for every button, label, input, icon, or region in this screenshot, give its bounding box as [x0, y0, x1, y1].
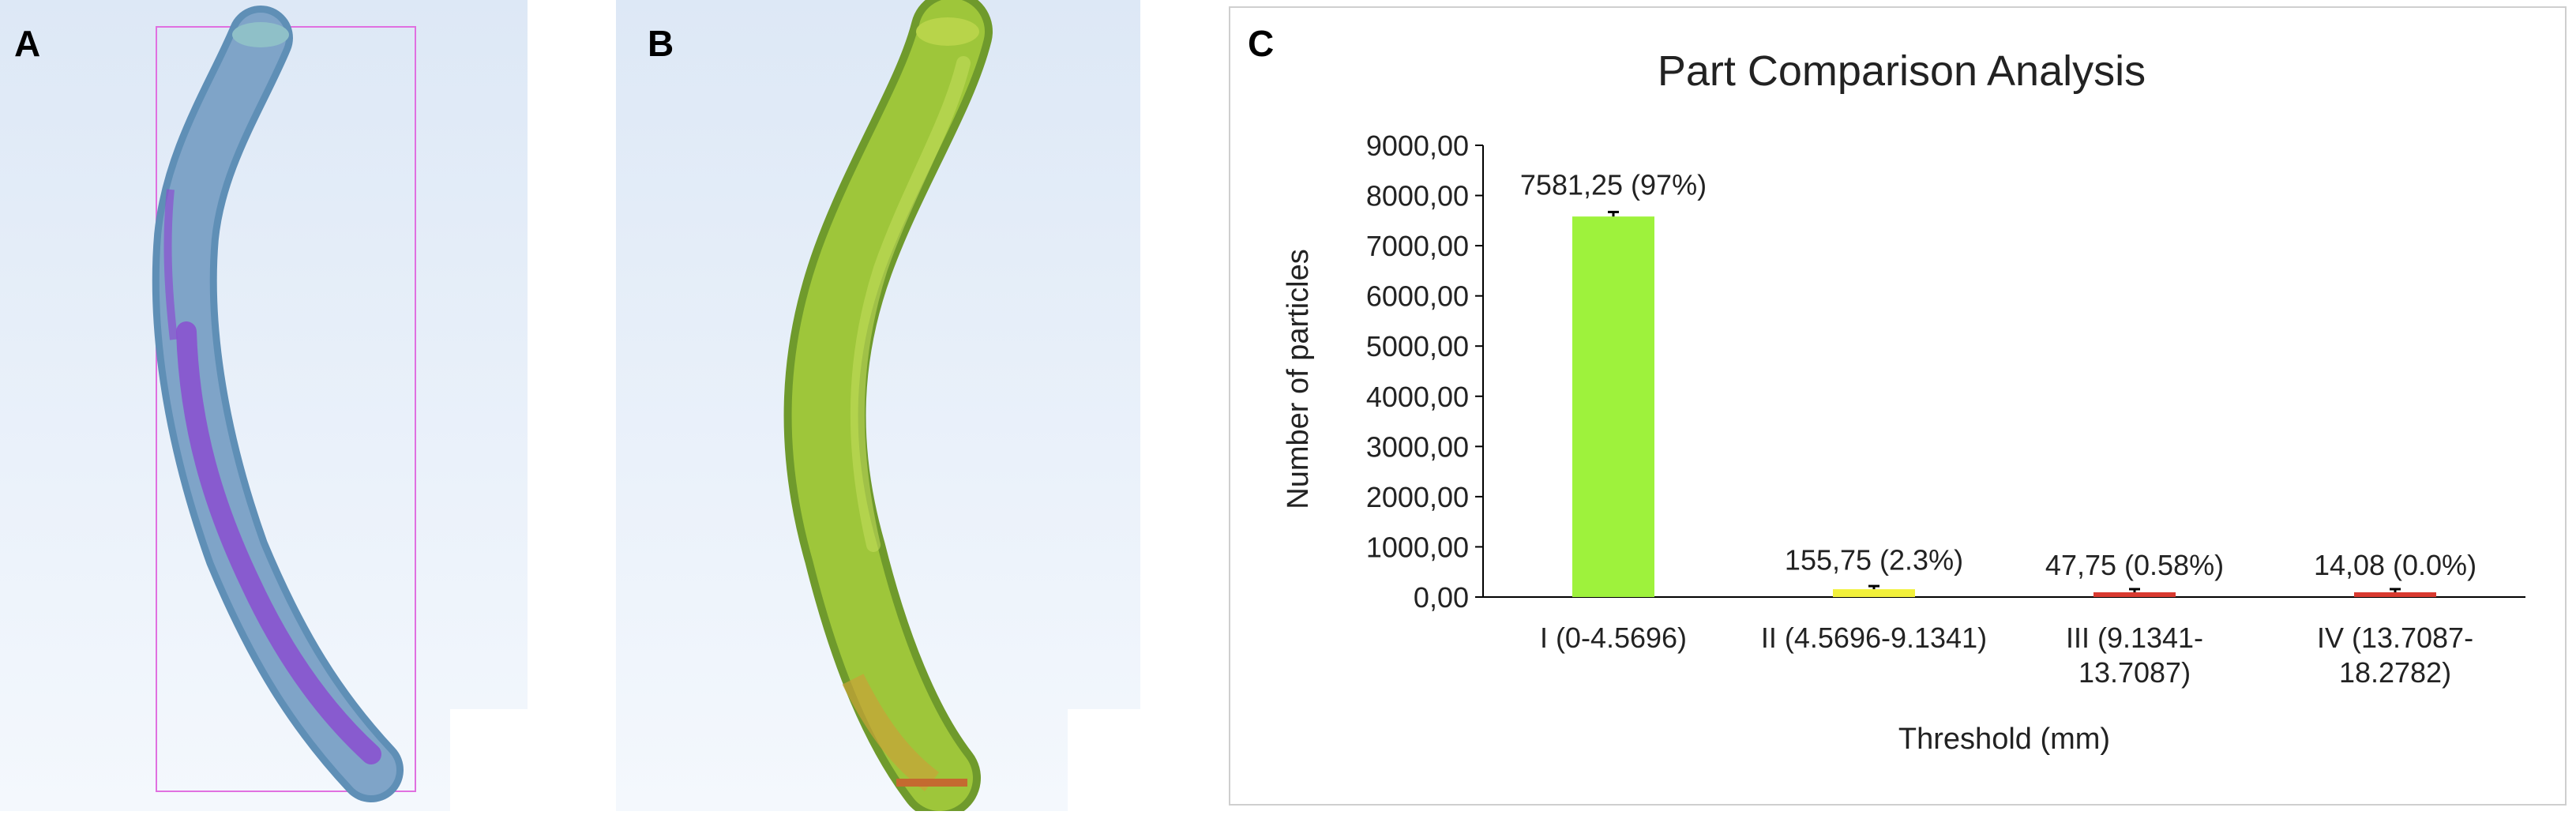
x-tick-label: 18.2782) — [2339, 656, 2451, 689]
data-label: 14,08 (0.0%) — [2314, 549, 2476, 581]
y-tick-label: 2000,00 — [1366, 481, 1469, 513]
vessel-top-opening — [916, 17, 979, 46]
vessel-render-b — [616, 0, 1140, 815]
y-tick-label: 4000,00 — [1366, 381, 1469, 413]
vessel-render-a — [0, 0, 528, 811]
panel-letter-b: B — [648, 23, 674, 64]
x-tick-label: II (4.5696-9.1341) — [1761, 622, 1987, 654]
x-tick-label: I (0-4.5696) — [1540, 622, 1687, 654]
panel-letter-a: A — [14, 23, 41, 64]
panel-b-render: B — [616, 0, 1140, 815]
x-tick-label: III (9.1341- — [2066, 622, 2203, 654]
x-tick-label: IV (13.7087- — [2317, 622, 2473, 654]
vessel-deviation-edge — [163, 189, 178, 340]
vessel-highlight — [850, 56, 971, 552]
panel-letter-c: C — [1248, 23, 1275, 64]
y-ticks: 0,00 1000,00 2000,00 3000,00 4000,00 5000,00 6… — [1366, 130, 1483, 614]
x-tick-label: 13.7087) — [2078, 656, 2191, 689]
vessel-top-opening — [232, 22, 289, 47]
data-label: 47,75 (0.58%) — [2045, 549, 2224, 581]
x-ticks: I (0-4.5696) II (4.5696-9.1341) III (9.134… — [1540, 622, 2473, 689]
vessel-deviation-region — [176, 321, 381, 764]
y-tick-label: 8000,00 — [1366, 180, 1469, 212]
y-axis-label: Number of particles — [1282, 249, 1315, 509]
y-tick-label: 9000,00 — [1366, 130, 1469, 162]
x-axis-label: Threshold (mm) — [1898, 723, 2110, 756]
vessel-body — [791, 0, 985, 811]
y-tick-label: 7000,00 — [1366, 230, 1469, 262]
data-label: 7581,25 (97%) — [1520, 168, 1707, 201]
data-label: 155,75 (2.3%) — [1785, 544, 1963, 577]
panel-a-render: A — [0, 0, 528, 811]
bar — [1833, 589, 1915, 597]
y-tick-label: 1000,00 — [1366, 531, 1469, 563]
vessel-bottom-opening — [896, 779, 967, 787]
render-corner-blank — [450, 709, 528, 811]
y-tick-label: 6000,00 — [1366, 280, 1469, 313]
panel-c-chart: C Part Comparison Analysis Number of par… — [1229, 6, 2567, 806]
render-corner-blank — [1068, 709, 1140, 811]
y-tick-label: 0,00 — [1414, 581, 1469, 614]
y-tick-label: 5000,00 — [1366, 330, 1469, 362]
y-tick-label: 3000,00 — [1366, 430, 1469, 463]
bars: 7581,25 (97%) 155,75 (2.3%) 47,75 (0.58%) 1… — [1520, 168, 2476, 597]
render-background — [0, 0, 528, 811]
bar — [1572, 216, 1654, 597]
bar — [2354, 592, 2436, 597]
bar-chart: Part Comparison Analysis Number of parti… — [1282, 47, 2525, 756]
vessel-deviation-region — [842, 674, 940, 791]
bar — [2093, 592, 2176, 597]
chart-title: Part Comparison Analysis — [1658, 47, 2146, 95]
